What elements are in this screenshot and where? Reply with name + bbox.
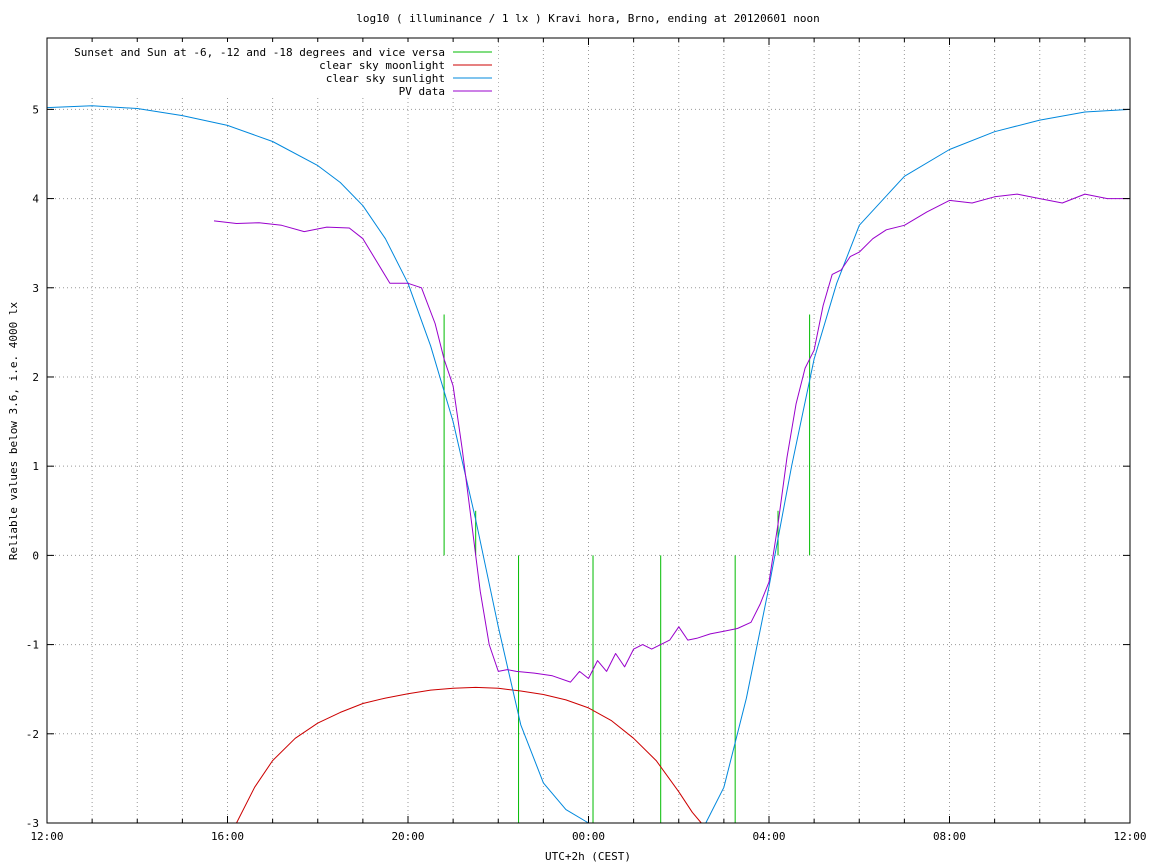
legend: Sunset and Sun at -6, -12 and -18 degree… [74, 46, 492, 98]
x-tick-label: 20:00 [391, 830, 424, 843]
x-tick-label: 04:00 [752, 830, 785, 843]
grid [47, 38, 1130, 824]
ticks [46, 38, 1131, 824]
legend-label: clear sky sunlight [326, 72, 445, 85]
chart-title: log10 ( illuminance / 1 lx ) Kravi hora,… [356, 12, 820, 25]
x-axis-label: UTC+2h (CEST) [545, 850, 631, 863]
series-line-2 [46, 105, 1131, 824]
legend-label: Sunset and Sun at -6, -12 and -18 degree… [74, 46, 445, 59]
y-tick-label: 3 [32, 282, 39, 295]
series-layer [46, 105, 1131, 824]
y-tick-label: 1 [32, 460, 39, 473]
y-tick-label: 4 [32, 193, 39, 206]
y-tick-label: 5 [32, 103, 39, 116]
legend-background [50, 42, 498, 98]
y-tick-label: 0 [32, 549, 39, 562]
y-axis-label: Reliable values below 3.6, i.e. 4000 lx [7, 301, 20, 560]
x-tick-label: 12:00 [30, 830, 63, 843]
tick-labels: -3 -2 -1 0 1 2 3 4 5 12:00 16:00 20:00 00:00 04:00 08:… [26, 103, 1147, 843]
series-line-3 [213, 193, 1130, 683]
x-tick-label: 00:00 [572, 830, 605, 843]
legend-label: PV data [399, 85, 445, 98]
x-tick-label: 12:00 [1113, 830, 1146, 843]
y-tick-label: -3 [26, 817, 39, 830]
y-tick-label: 2 [32, 371, 39, 384]
series-line-1 [236, 686, 702, 824]
legend-label: clear sky moonlight [319, 59, 445, 72]
y-tick-label: -1 [26, 639, 39, 652]
x-tick-label: 16:00 [211, 830, 244, 843]
x-tick-label: 08:00 [933, 830, 966, 843]
y-tick-label: -2 [26, 728, 39, 741]
